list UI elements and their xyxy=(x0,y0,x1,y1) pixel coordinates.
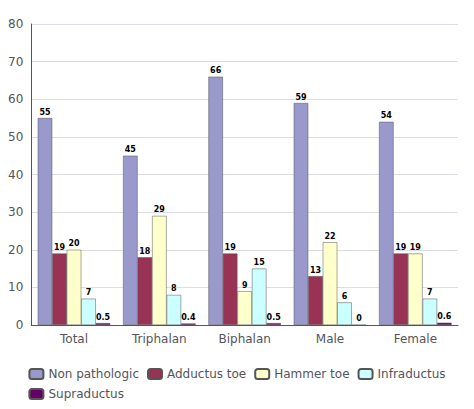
svg-text:13: 13 xyxy=(310,266,321,275)
svg-text:0.6: 0.6 xyxy=(437,312,452,321)
svg-text:45: 45 xyxy=(125,145,137,154)
svg-text:19: 19 xyxy=(395,243,407,252)
svg-text:19: 19 xyxy=(225,243,237,252)
svg-text:54: 54 xyxy=(381,111,393,120)
svg-text:59: 59 xyxy=(295,93,307,102)
svg-text:22: 22 xyxy=(324,232,335,241)
svg-text:60: 60 xyxy=(8,92,23,106)
svg-text:Total: Total xyxy=(59,332,88,346)
svg-text:0.4: 0.4 xyxy=(181,313,196,322)
svg-text:Hammer toe: Hammer toe xyxy=(274,367,349,381)
svg-text:55: 55 xyxy=(39,108,51,117)
svg-text:20: 20 xyxy=(8,243,23,257)
svg-text:70: 70 xyxy=(8,55,23,69)
svg-text:19: 19 xyxy=(54,243,66,252)
svg-text:0: 0 xyxy=(356,314,362,323)
svg-text:Male: Male xyxy=(316,332,344,346)
svg-text:7: 7 xyxy=(86,288,92,297)
svg-text:66: 66 xyxy=(210,66,222,75)
svg-text:80: 80 xyxy=(8,17,23,31)
svg-text:19: 19 xyxy=(410,243,422,252)
svg-text:29: 29 xyxy=(154,205,166,214)
svg-text:Supraductus: Supraductus xyxy=(48,387,124,401)
svg-text:0.5: 0.5 xyxy=(267,313,282,322)
svg-text:10: 10 xyxy=(8,280,23,294)
svg-text:15: 15 xyxy=(254,258,266,267)
svg-text:8: 8 xyxy=(171,284,177,293)
svg-text:Triphalan: Triphalan xyxy=(131,332,187,346)
svg-text:30: 30 xyxy=(8,205,23,219)
svg-text:0.5: 0.5 xyxy=(96,313,111,322)
svg-text:Non pathologic: Non pathologic xyxy=(48,367,139,381)
svg-text:Female: Female xyxy=(394,332,437,346)
svg-text:18: 18 xyxy=(139,247,151,256)
svg-text:0: 0 xyxy=(16,318,24,332)
svg-text:6: 6 xyxy=(342,292,348,301)
svg-text:50: 50 xyxy=(8,130,23,144)
svg-text:Infraductus: Infraductus xyxy=(378,367,446,381)
svg-text:9: 9 xyxy=(242,281,248,290)
svg-text:40: 40 xyxy=(8,168,23,182)
svg-text:7: 7 xyxy=(427,288,433,297)
svg-text:20: 20 xyxy=(68,239,80,248)
svg-text:Adductus toe: Adductus toe xyxy=(167,367,246,381)
svg-text:Biphalan: Biphalan xyxy=(218,332,270,346)
